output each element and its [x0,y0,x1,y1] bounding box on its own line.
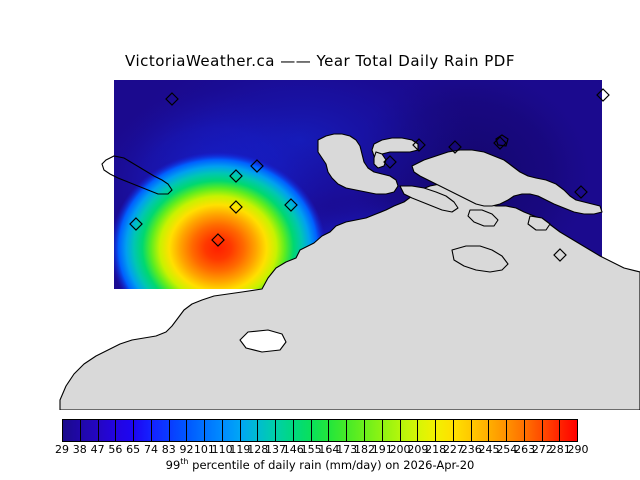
caption-text: percentile of daily rain (mm/day) on 202… [188,457,475,472]
colorbar-segment [365,420,383,441]
station-marker-irregular [495,134,509,147]
colorbar-segment [347,420,366,441]
colorbar-segment [187,420,206,441]
colorbar-segment [418,420,437,441]
station-marker [229,169,243,183]
colorbar-tick: 65 [126,443,141,456]
coastal-lobe [451,245,509,273]
colorbar-segment [436,420,454,441]
colorbar-segment [151,420,170,441]
colorbar-tick: 254 [496,443,518,456]
left-island-outline [101,155,173,195]
colorbar-tick: 227 [442,443,464,456]
colorbar-tick: 119 [229,443,251,456]
colorbar-tick: 47 [90,443,105,456]
colorbar-segment [134,420,152,441]
island-small-right [467,209,499,227]
map-canvas [59,80,640,410]
colorbar-caption: 99th percentile of daily rain (mm/day) o… [0,457,640,472]
colorbar-tick: 263 [514,443,536,456]
colorbar-segment [382,420,401,441]
colorbar-tick: 218 [425,443,447,456]
station-marker [574,185,588,199]
island-narrow [399,185,459,213]
colorbar-segment [276,420,294,441]
colorbar-tick: 146 [282,443,304,456]
lake-inland [239,329,287,353]
colorbar-tick: 128 [247,443,269,456]
station-marker [412,138,426,152]
colorbar-segment [453,420,472,441]
colorbar-tick: 191 [371,443,393,456]
colorbar-tick: 56 [108,443,123,456]
colorbar-tick: 29 [55,443,69,456]
station-marker [250,159,264,173]
colorbar-segment [293,420,312,441]
colorbar-segment [169,420,188,441]
colorbar-segment [560,420,578,441]
peninsula-main [411,149,603,215]
station-marker [229,200,243,214]
colorbar-tick: 110 [211,443,233,456]
island-hook [373,151,387,169]
colorbar-tick: 164 [318,443,340,456]
colorbar-segment [329,420,348,441]
station-marker [553,248,567,262]
colorbar-segment [542,420,561,441]
colorbar-tick: 272 [531,443,553,456]
colorbar-tick: 101 [193,443,215,456]
colorbar-tick: 173 [336,443,358,456]
station-marker [211,233,225,247]
colorbar-segment [240,420,259,441]
colorbar-tick: 182 [353,443,375,456]
colorbar-segment [489,420,508,441]
colorbar-segment [80,420,99,441]
colorbar-tick: 200 [389,443,411,456]
colorbar-tick: 209 [407,443,429,456]
colorbar-segment [400,420,419,441]
colorbar-tick: 83 [161,443,176,456]
colorbar-segment [116,420,135,441]
station-marker [596,88,610,102]
station-marker [129,217,143,231]
station-marker [383,155,397,169]
caption-percentile-number: 99 [165,457,181,472]
colorbar-tick-labels: 29 38 47 56 65 74 83 92 101 110 119 128 137 146 155 164… [0,443,640,457]
colorbar-tick: 92 [179,443,194,456]
colorbar-segment [63,420,81,441]
colorbar-tick: 281 [549,443,571,456]
colorbar-segment [98,420,117,441]
station-marker [284,198,298,212]
station-marker [165,92,179,106]
station-marker-group [129,88,610,262]
island-central [317,133,399,195]
colorbar-tick: 236 [460,443,482,456]
island-outlier [527,215,551,231]
colorbar-segment [507,420,525,441]
colorbar[interactable] [62,419,578,442]
colorbar-segment [524,420,543,441]
station-marker [448,140,462,154]
colorbar-segment [471,420,490,441]
colorbar-tick: 38 [72,443,87,456]
colorbar-tick: 245 [478,443,500,456]
colorbar-tick: 137 [265,443,287,456]
inland-water-group [239,329,287,353]
colorbar-tick: 290 [567,443,589,456]
landmass-group [59,133,640,410]
page-title: VictoriaWeather.ca —— Year Total Daily R… [125,52,515,70]
colorbar-segment [205,420,223,441]
colorbar-tick: 74 [143,443,158,456]
station-marker [493,136,507,150]
colorbar-segment [311,420,330,441]
map-figure [59,80,640,410]
caption-ordinal-suffix: th [180,457,189,466]
colorbar-tick: 155 [300,443,322,456]
colorbar-segment [222,420,241,441]
colorbar-segment [258,420,277,441]
